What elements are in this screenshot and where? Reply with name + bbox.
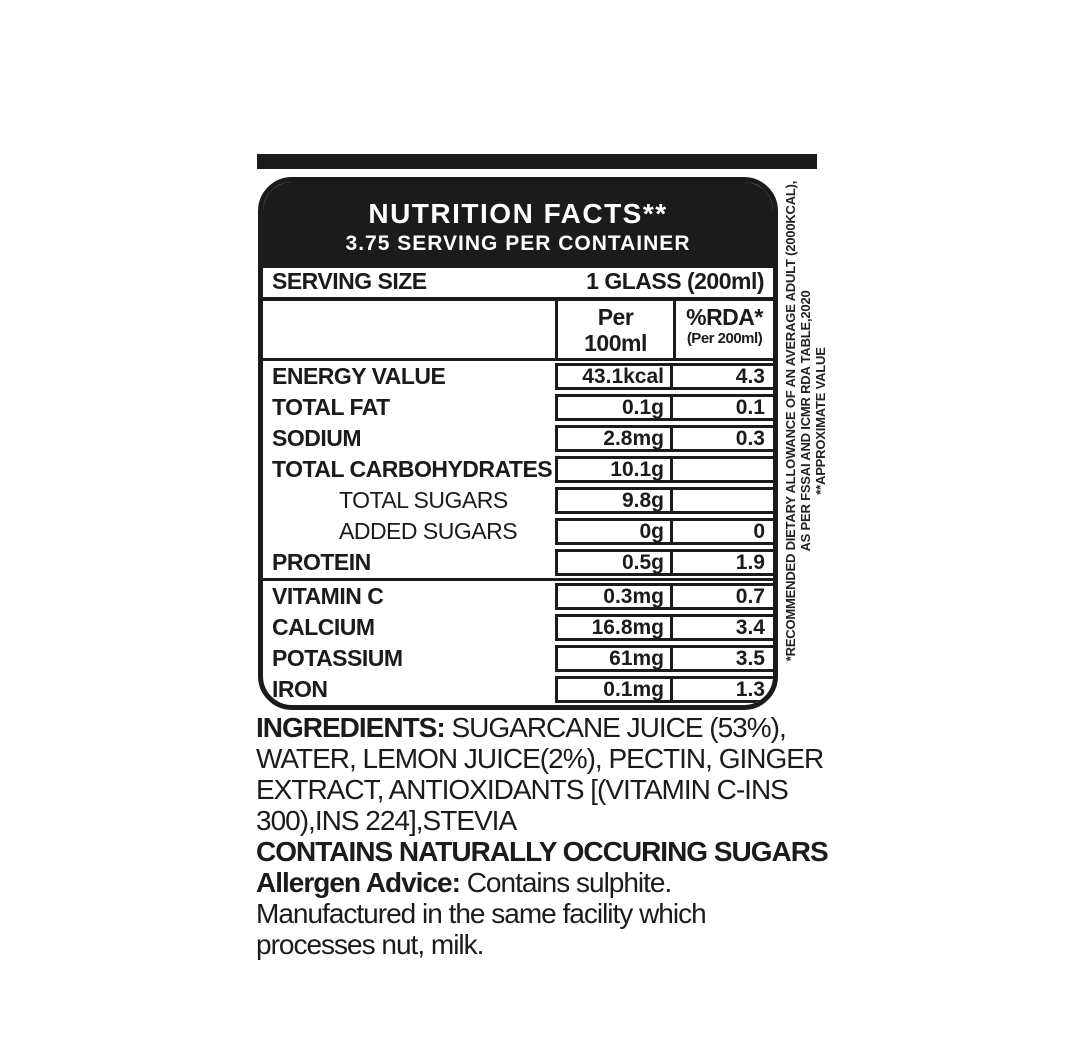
nutrient-rda-value: 1.9 (670, 551, 773, 574)
nutrient-value-strip: 9.8g (555, 487, 773, 514)
nutrient-per-100ml-value: 9.8g (621, 488, 664, 512)
column-header-rda: %RDA* (Per 200ml) (673, 301, 773, 358)
column-header-per-100ml: Per 100ml (555, 301, 673, 358)
nutrient-rda-value: 1.3 (670, 678, 773, 701)
footnote-line-1: *RECOMMENDED DIETARY ALLOWANCE OF AN AVE… (783, 180, 798, 662)
column-header-empty (263, 301, 555, 358)
ingredients-bold-text: INGREDIENTS: (256, 712, 452, 743)
table-row: ADDED SUGARS 0g 0 (263, 516, 773, 547)
nutrient-label: IRON (272, 676, 328, 702)
group-divider (263, 578, 773, 581)
nutrient-per-100ml-value: 0.1g (621, 395, 664, 419)
nutrient-per-100ml-value: 61mg (609, 646, 664, 670)
nutrient-label: TOTAL FAT (272, 394, 390, 420)
nutrient-per-100ml-value: 0.5g (621, 550, 664, 574)
serving-size-value: 1 GLASS (200ml) (586, 268, 764, 294)
rda-footnote-vertical: *RECOMMENDED DIETARY ALLOWANCE OF AN AVE… (783, 159, 829, 683)
nutrient-label: TOTAL CARBOHYDRATES (272, 456, 553, 482)
table-row: TOTAL SUGARS 9.8g (263, 485, 773, 516)
nutrient-rda-value: 3.4 (670, 616, 773, 639)
servings-per-container: 3.75 SERVING PER CONTAINER (345, 232, 691, 255)
ingredients-bold-text: CONTAINS NATURALLY OCCURING SUGARS (256, 836, 829, 867)
nutrient-rda-value: 0 (670, 520, 773, 543)
nutrition-facts-panel: NUTRITION FACTS** 3.75 SERVING PER CONTA… (258, 177, 778, 710)
nutrient-rda-value: 0.3 (670, 427, 773, 450)
nutrition-rows: ENERGY VALUE 43.1kcal 4.3 TOTAL FAT 0.1g… (263, 361, 773, 705)
panel-header: NUTRITION FACTS** 3.75 SERVING PER CONTA… (263, 182, 773, 268)
table-row: IRON 0.1mg 1.3 (263, 674, 773, 705)
ingredients-text: EXTRACT, ANTIOXIDANTS [(VITAMIN C-INS (256, 774, 789, 805)
nutrient-rda-value: 0.1 (670, 396, 773, 419)
ingredients-text: 300),INS 224],STEVIA (256, 805, 517, 836)
nutrient-per-100ml-value: 16.8mg (591, 615, 664, 639)
ingredients-line: Manufactured in the same facility which (256, 898, 856, 929)
nutrient-label: POTASSIUM (272, 645, 403, 671)
nutrient-label: SODIUM (272, 425, 362, 451)
nutrient-rda-value (670, 490, 773, 511)
ingredients-line: WATER, LEMON JUICE(2%), PECTIN, GINGER (256, 743, 856, 774)
ingredients-line: CONTAINS NATURALLY OCCURING SUGARS (256, 836, 856, 867)
nutrient-rda-value: 4.3 (670, 365, 773, 388)
nutrient-value-strip: 43.1kcal 4.3 (555, 363, 773, 390)
nutrient-value-strip: 16.8mg 3.4 (555, 614, 773, 641)
nutrient-per-100ml-value: 10.1g (610, 457, 664, 481)
nutrient-rda-value: 3.5 (670, 647, 773, 670)
table-row: CALCIUM 16.8mg 3.4 (263, 612, 773, 643)
ingredients-line: 300),INS 224],STEVIA (256, 805, 856, 836)
nutrient-value-strip: 0.1mg 1.3 (555, 676, 773, 703)
serving-size-label: SERVING SIZE (272, 268, 427, 294)
nutrient-rda-value: 0.7 (670, 585, 773, 608)
nutrient-label: PROTEIN (272, 549, 371, 575)
rda-title: %RDA* (686, 304, 763, 330)
ingredients-text: Contains sulphite. (466, 867, 673, 898)
per-label-line1: Per (597, 304, 634, 330)
table-row: PROTEIN 0.5g 1.9 (263, 547, 773, 578)
nutrient-value-strip: 0.5g 1.9 (555, 549, 773, 576)
table-row: SODIUM 2.8mg 0.3 (263, 423, 773, 454)
nutrient-per-100ml-value: 0.1mg (603, 677, 664, 701)
nutrient-label: ENERGY VALUE (272, 363, 446, 389)
rda-subtitle: (Per 200ml) (686, 330, 763, 347)
table-row: TOTAL FAT 0.1g 0.1 (263, 392, 773, 423)
per-label-line2: 100ml (584, 330, 647, 356)
table-row: TOTAL CARBOHYDRATES 10.1g (263, 454, 773, 485)
nutrient-value-strip: 61mg 3.5 (555, 645, 773, 672)
nutrient-value-strip: 2.8mg 0.3 (555, 425, 773, 452)
nutrient-value-strip: 10.1g (555, 456, 773, 483)
nutrient-per-100ml-value: 0.3mg (603, 584, 664, 608)
ingredients-section: INGREDIENTS: SUGARCANE JUICE (53%), WATER… (256, 712, 856, 960)
top-accent-bar (257, 154, 817, 169)
nutrient-value-strip: 0g 0 (555, 518, 773, 545)
nutrient-per-100ml-value: 43.1kcal (582, 364, 664, 388)
nutrient-label: VITAMIN C (272, 583, 384, 609)
ingredients-line: Allergen Advice: Contains sulphite. (256, 867, 856, 898)
ingredients-text: SUGARCANE JUICE (53%), (451, 712, 786, 743)
nutrient-label: CALCIUM (272, 614, 375, 640)
ingredients-text: Manufactured in the same facility which (256, 898, 707, 929)
panel-title: NUTRITION FACTS** (368, 198, 668, 229)
column-header-row: Per 100ml %RDA* (Per 200ml) (263, 301, 773, 361)
nutrient-label: TOTAL SUGARS (339, 487, 508, 513)
ingredients-bold-text: Allergen Advice: (256, 867, 467, 898)
ingredients-line: EXTRACT, ANTIOXIDANTS [(VITAMIN C-INS (256, 774, 856, 805)
ingredients-text: WATER, LEMON JUICE(2%), PECTIN, GINGER (256, 743, 824, 774)
ingredients-text: processes nut, milk. (256, 929, 484, 960)
footnote-line-3: **APPROXIMATE VALUE (813, 347, 828, 495)
nutrient-per-100ml-value: 2.8mg (603, 426, 664, 450)
serving-size-row: SERVING SIZE 1 GLASS (200ml) (263, 268, 773, 301)
nutrient-value-strip: 0.3mg 0.7 (555, 583, 773, 610)
ingredients-line: processes nut, milk. (256, 929, 856, 960)
footnote-line-2: AS PER FSSAI AND ICMR RDA TABLE,2020 (798, 290, 813, 552)
nutrient-value-strip: 0.1g 0.1 (555, 394, 773, 421)
nutrient-rda-value (670, 459, 773, 480)
ingredients-line: INGREDIENTS: SUGARCANE JUICE (53%), (256, 712, 856, 743)
table-row: ENERGY VALUE 43.1kcal 4.3 (263, 361, 773, 392)
table-row: POTASSIUM 61mg 3.5 (263, 643, 773, 674)
nutrient-label: ADDED SUGARS (339, 518, 518, 544)
nutrient-per-100ml-value: 0g (639, 519, 664, 543)
table-row: VITAMIN C 0.3mg 0.7 (263, 581, 773, 612)
